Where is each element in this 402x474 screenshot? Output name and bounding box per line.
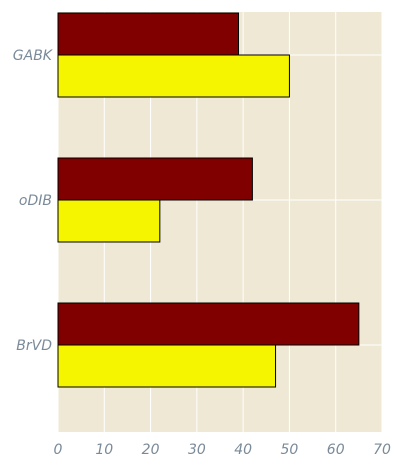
x-tick-label-40: 40 bbox=[234, 442, 252, 458]
x-tick-label-50: 50 bbox=[281, 442, 299, 458]
x-tick-label-10: 10 bbox=[95, 442, 113, 458]
y-tick-label-oDIB: oDIB bbox=[19, 193, 52, 209]
x-tick-label-70: 70 bbox=[373, 442, 391, 458]
bars bbox=[57, 12, 360, 388]
bar-oDIB-series-1 bbox=[57, 157, 253, 201]
bar-GABK-series-1 bbox=[57, 12, 240, 56]
x-tick-label-20: 20 bbox=[142, 442, 160, 458]
y-tick-label-GABK: GABK bbox=[13, 48, 54, 64]
bar-BrVD-series-1 bbox=[57, 302, 360, 346]
y-tick-label-BrVD: BrVD bbox=[16, 338, 52, 354]
y-tick-labels: GABK oDIB BrVD bbox=[13, 48, 54, 354]
x-tick-label-30: 30 bbox=[188, 442, 206, 458]
x-tick-label-60: 60 bbox=[327, 442, 345, 458]
x-tick-labels: 0 10 20 30 40 50 60 70 bbox=[54, 442, 391, 458]
bar-GABK-series-2 bbox=[57, 54, 290, 98]
bar-BrVD-series-2 bbox=[57, 344, 277, 388]
bar-oDIB-series-2 bbox=[57, 199, 161, 243]
x-tick-label-0: 0 bbox=[54, 442, 63, 458]
